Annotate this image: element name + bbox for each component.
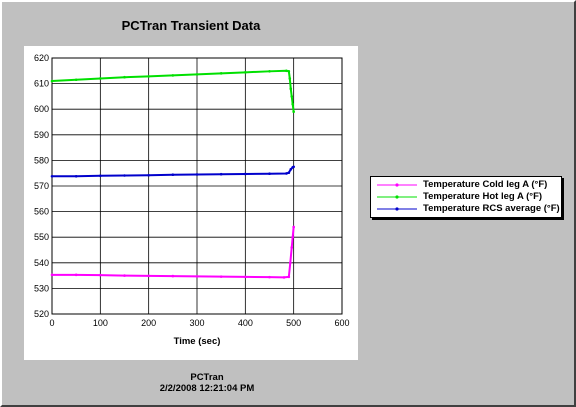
series-layer	[50, 69, 295, 279]
line-chart: 0 100 200 300 400 500 600 520 530 540 550 560 570 580…	[34, 53, 350, 347]
y-tick-label: 620	[34, 53, 49, 63]
x-axis-label: Time (sec)	[174, 336, 221, 347]
y-tick-label: 610	[34, 79, 49, 89]
legend-label-hot: Temperature Hot leg A (°F)	[423, 191, 543, 202]
series-line	[52, 226, 295, 279]
data-point	[291, 235, 295, 239]
data-point	[290, 246, 294, 249]
data-point	[288, 77, 292, 80]
data-point	[291, 102, 295, 106]
data-point	[268, 70, 271, 73]
legend-item-cold: Temperature Cold leg A (°F)	[377, 179, 559, 191]
data-point	[171, 274, 175, 278]
legend-label-avg: Temperature RCS average (°F)	[423, 203, 560, 214]
axes: 0 100 200 300 400 500 600 520 530 540 550 560 570 580…	[34, 53, 350, 328]
data-point	[123, 75, 126, 79]
data-point	[244, 275, 247, 279]
data-point	[268, 172, 271, 176]
data-point	[123, 274, 126, 277]
data-point	[171, 74, 175, 77]
data-point	[288, 261, 292, 265]
y-tick-label: 520	[34, 309, 49, 319]
footer-app-name: PCTran	[190, 372, 224, 383]
x-tick-label: 400	[238, 318, 253, 328]
data-point	[171, 173, 175, 177]
data-point	[74, 78, 78, 82]
data-point	[292, 110, 295, 114]
y-tick-label: 530	[34, 283, 49, 293]
data-point	[147, 173, 150, 177]
x-tick-label: 600	[334, 318, 349, 328]
legend-item-hot: Temperature Hot leg A (°F)	[377, 191, 559, 203]
data-point	[290, 95, 294, 98]
data-point	[268, 275, 271, 279]
series-0	[50, 225, 295, 279]
y-tick-label: 570	[34, 181, 49, 191]
y-tick-label: 540	[34, 258, 49, 268]
data-point	[282, 276, 286, 279]
data-point	[50, 79, 54, 83]
data-point	[219, 172, 223, 176]
legend-swatch-avg	[377, 207, 417, 211]
y-tick-label: 590	[34, 130, 49, 140]
data-point	[287, 70, 291, 73]
legend-label-cold: Temperature Cold leg A (°F)	[423, 179, 548, 190]
x-tick-label: 300	[189, 318, 204, 328]
data-point	[287, 275, 291, 279]
chart-legend: Temperature Cold leg A (°F) Temperature …	[370, 176, 562, 218]
data-point	[292, 165, 295, 169]
series-1	[50, 69, 295, 114]
plot-panel: 0 100 200 300 400 500 600 520 530 540 550 560 570 580…	[24, 46, 358, 360]
data-point	[123, 174, 126, 177]
data-point	[147, 274, 150, 278]
series-line	[51, 69, 295, 112]
series-2	[50, 165, 295, 178]
data-point	[244, 172, 247, 176]
data-point	[289, 87, 293, 91]
data-point	[195, 173, 199, 176]
data-point	[195, 275, 199, 278]
data-point	[74, 273, 78, 277]
y-tick-label: 550	[34, 232, 49, 242]
data-point	[287, 171, 291, 174]
legend-item-avg: Temperature RCS average (°F)	[377, 203, 560, 215]
legend-swatch-cold	[377, 183, 417, 187]
data-point	[289, 168, 293, 171]
data-point	[99, 273, 102, 277]
x-tick-label: 500	[286, 318, 301, 328]
data-point	[50, 174, 54, 178]
x-tick-label: 200	[141, 318, 156, 328]
x-tick-label: 100	[93, 318, 108, 328]
data-point	[147, 75, 150, 78]
data-point	[244, 71, 247, 74]
plot-frame	[51, 57, 343, 315]
data-point	[219, 275, 223, 278]
data-point	[99, 174, 102, 178]
data-point	[219, 72, 223, 75]
data-point	[195, 73, 199, 76]
y-tick-label: 600	[34, 104, 49, 114]
footer-timestamp: 2/2/2008 12:21:04 PM	[159, 383, 255, 394]
chart-title: PCTran Transient Data	[121, 18, 261, 33]
data-point	[74, 174, 78, 178]
data-point	[50, 273, 54, 277]
data-point	[292, 225, 295, 229]
x-tick-label: 0	[49, 318, 54, 328]
data-point	[285, 69, 288, 73]
data-point	[285, 172, 288, 175]
data-point	[99, 77, 102, 80]
y-tick-label: 580	[34, 155, 49, 165]
legend-swatch-hot	[377, 195, 417, 199]
y-tick-label: 560	[34, 207, 49, 217]
